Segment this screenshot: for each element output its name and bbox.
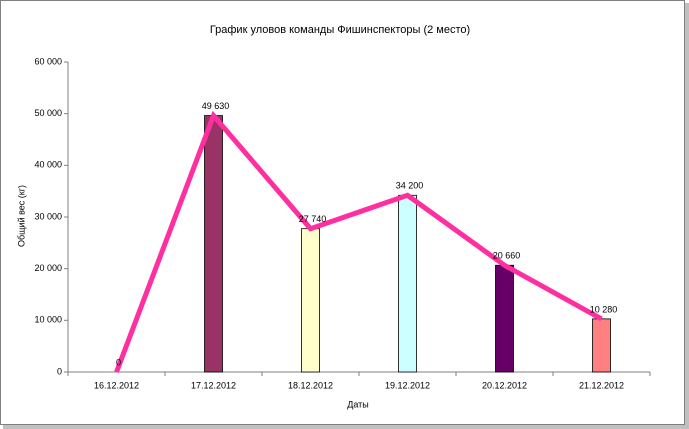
bar bbox=[204, 115, 223, 373]
y-tick-label: 50 000 bbox=[34, 108, 62, 118]
data-label: 10 280 bbox=[590, 304, 618, 314]
x-tick-label: 21.12.2012 bbox=[579, 380, 624, 390]
bar bbox=[495, 264, 514, 373]
data-label: 49 630 bbox=[202, 101, 230, 111]
y-tick-label: 20 000 bbox=[34, 263, 62, 273]
trend-line bbox=[114, 110, 603, 373]
x-axis-label: Даты bbox=[347, 399, 369, 409]
x-tick-label: 19.12.2012 bbox=[385, 380, 430, 390]
chart-title: График уловов команды Фишинспекторы (2 м… bbox=[210, 24, 470, 36]
frame-shadow bbox=[685, 3, 689, 429]
y-tick-label: 0 bbox=[57, 366, 62, 376]
data-label: 34 200 bbox=[396, 181, 424, 191]
y-axis-label: Общий вес (кг) bbox=[16, 185, 26, 247]
x-tick-label: 20.12.2012 bbox=[482, 380, 527, 390]
y-tick-label: 40 000 bbox=[34, 160, 62, 170]
y-tick-label: 60 000 bbox=[34, 56, 62, 66]
bar bbox=[592, 318, 611, 373]
data-label: 27 740 bbox=[299, 214, 327, 224]
x-tick-label: 18.12.2012 bbox=[288, 380, 333, 390]
bar bbox=[301, 228, 320, 373]
data-label: 20 660 bbox=[493, 251, 521, 261]
x-tick-label: 16.12.2012 bbox=[94, 380, 139, 390]
y-tick-label: 10 000 bbox=[34, 315, 62, 325]
bar bbox=[398, 194, 417, 373]
y-tick-label: 30 000 bbox=[34, 211, 62, 221]
frame-shadow bbox=[3, 425, 689, 429]
x-tick-label: 17.12.2012 bbox=[191, 380, 236, 390]
data-label: 0 bbox=[116, 357, 121, 367]
